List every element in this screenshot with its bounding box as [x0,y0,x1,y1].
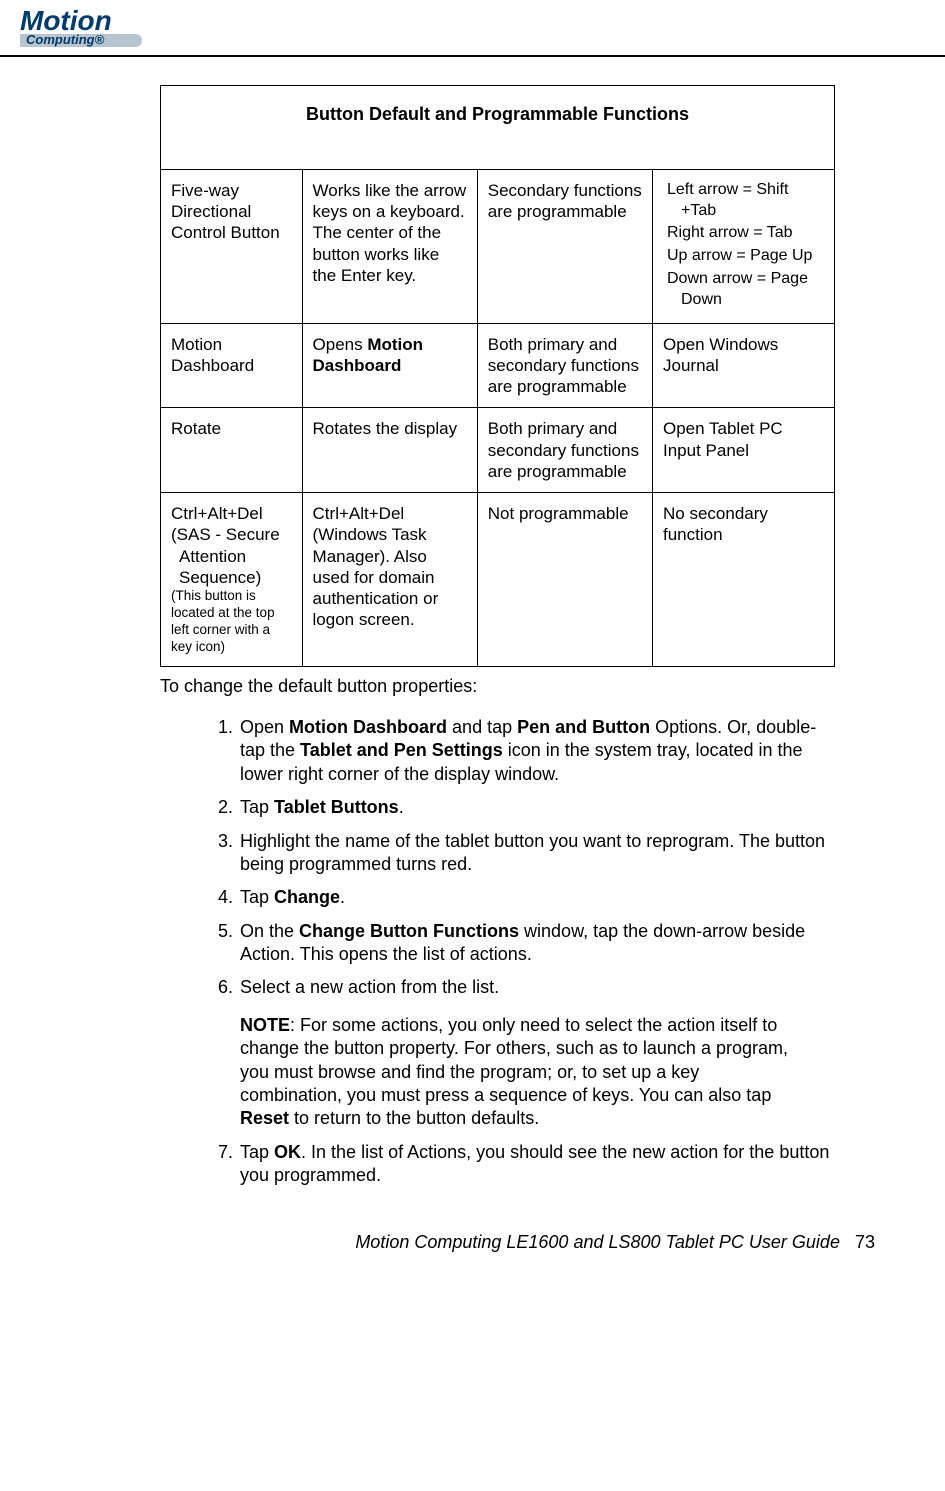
t: to return to the button defaults. [289,1108,539,1128]
b: Tablet and Pen Settings [300,740,503,760]
steps-list: Open Motion Dashboard and tap Pen and Bu… [160,716,835,1188]
cell: Left arrow = Shift +Tab Right arrow = Ta… [653,169,835,323]
t: Tap [240,797,274,817]
cell: Both primary and secondary functions are… [477,408,652,493]
cell: Rotates the display [302,408,477,493]
table-row: Ctrl+Alt+Del (SAS - Secure Attention Seq… [161,493,835,667]
t: : For some actions, you only need to sel… [240,1015,788,1105]
arrow-item: Up arrow = Page Up [667,246,824,267]
cell: Secondary functions are programmable [477,169,652,323]
cell: Opens Motion Dashboard [302,323,477,408]
cell: Rotate [161,408,303,493]
step-item: On the Change Button Functions window, t… [238,920,835,967]
text: Opens [313,335,368,354]
arrow-item: Left arrow = Shift +Tab [667,180,824,222]
cell: Both primary and secondary functions are… [477,323,652,408]
step-item: Tap OK. In the list of Actions, you shou… [238,1141,835,1188]
b: Motion Dashboard [289,717,447,737]
header-rule [0,55,945,57]
note-label: NOTE [240,1015,290,1035]
cell: Ctrl+Alt+Del (SAS - Secure Attention Seq… [161,493,303,667]
step-item: Select a new action from the list. NOTE:… [238,976,835,1130]
b: OK [274,1142,301,1162]
cell: No secondary function [653,493,835,667]
b: Change [274,887,340,907]
logo-subtext: Computing® [20,34,142,46]
logo-brand: Motion Computing® [20,10,945,47]
arrow-item: Right arrow = Tab [667,223,824,244]
cell: Works like the arrow keys on a keyboard.… [302,169,477,323]
page-footer: Motion Computing LE1600 and LS800 Tablet… [60,1232,885,1253]
step-item: Tap Change. [238,886,835,909]
cell: Ctrl+Alt+Del (Windows Task Manager). Als… [302,493,477,667]
arrow-mappings: Left arrow = Shift +Tab Right arrow = Ta… [663,180,824,311]
b: Pen and Button [517,717,650,737]
t: . [399,797,404,817]
t: and tap [447,717,517,737]
cell: Open Tablet PC Input Panel [653,408,835,493]
cell: Not programmable [477,493,652,667]
step-item: Highlight the name of the tablet button … [238,830,835,877]
header-logo: Motion Computing® [0,0,945,55]
b: Reset [240,1108,289,1128]
t: Tap [240,1142,274,1162]
footer-title: Motion Computing LE1600 and LS800 Tablet… [355,1232,840,1252]
table-row: Five-way Directional Control Button Work… [161,169,835,323]
step-item: Open Motion Dashboard and tap Pen and Bu… [238,716,835,786]
cell: Open Windows Journal [653,323,835,408]
b: Tablet Buttons [274,797,399,817]
page-number: 73 [855,1232,875,1252]
cell: Five-way Directional Control Button [161,169,303,323]
functions-table: Button Default and Programmable Function… [160,85,835,667]
text: (SAS - Secure Attention Sequence) [171,524,292,588]
t: . In the list of Actions, you should see… [240,1142,829,1185]
small-note: (This button is located at the top left … [171,588,292,656]
t: Tap [240,887,274,907]
intro-text: To change the default button properties: [160,675,835,698]
arrow-item: Down arrow = Page Down [667,269,824,311]
t: . [340,887,345,907]
t: Open [240,717,289,737]
table-row: Rotate Rotates the display Both primary … [161,408,835,493]
note-block: NOTE: For some actions, you only need to… [240,1014,800,1131]
step-item: Tap Tablet Buttons. [238,796,835,819]
text: Ctrl+Alt+Del [171,503,292,524]
table-title: Button Default and Programmable Function… [161,85,835,169]
logo-text: Motion [20,5,112,36]
t: On the [240,921,299,941]
cell: Motion Dashboard [161,323,303,408]
b: Change Button Functions [299,921,519,941]
table-row: Motion Dashboard Opens Motion Dashboard … [161,323,835,408]
t: Select a new action from the list. [240,977,499,997]
